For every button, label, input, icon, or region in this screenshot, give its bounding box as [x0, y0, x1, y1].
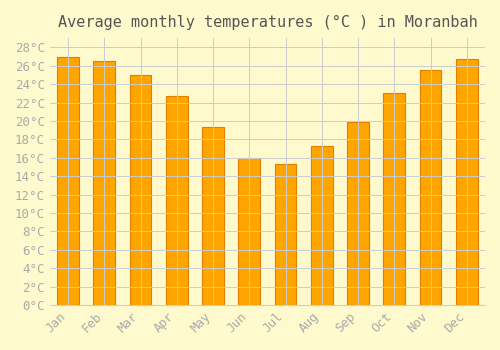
- Bar: [57, 57, 79, 305]
- Bar: [94, 61, 115, 305]
- Bar: [456, 59, 477, 305]
- FancyBboxPatch shape: [206, 127, 220, 305]
- Title: Average monthly temperatures (°C ) in Moranbah: Average monthly temperatures (°C ) in Mo…: [58, 15, 478, 30]
- Bar: [166, 96, 188, 305]
- FancyBboxPatch shape: [460, 59, 474, 305]
- FancyBboxPatch shape: [96, 61, 112, 305]
- Bar: [384, 93, 405, 305]
- FancyBboxPatch shape: [350, 122, 366, 305]
- FancyBboxPatch shape: [386, 93, 402, 305]
- Bar: [311, 146, 332, 305]
- Bar: [274, 164, 296, 305]
- Bar: [347, 122, 369, 305]
- FancyBboxPatch shape: [169, 96, 184, 305]
- FancyBboxPatch shape: [60, 57, 76, 305]
- FancyBboxPatch shape: [314, 146, 330, 305]
- Bar: [130, 75, 152, 305]
- Bar: [238, 158, 260, 305]
- Bar: [420, 70, 442, 305]
- FancyBboxPatch shape: [242, 158, 257, 305]
- FancyBboxPatch shape: [278, 164, 293, 305]
- FancyBboxPatch shape: [423, 70, 438, 305]
- Bar: [202, 127, 224, 305]
- FancyBboxPatch shape: [133, 75, 148, 305]
